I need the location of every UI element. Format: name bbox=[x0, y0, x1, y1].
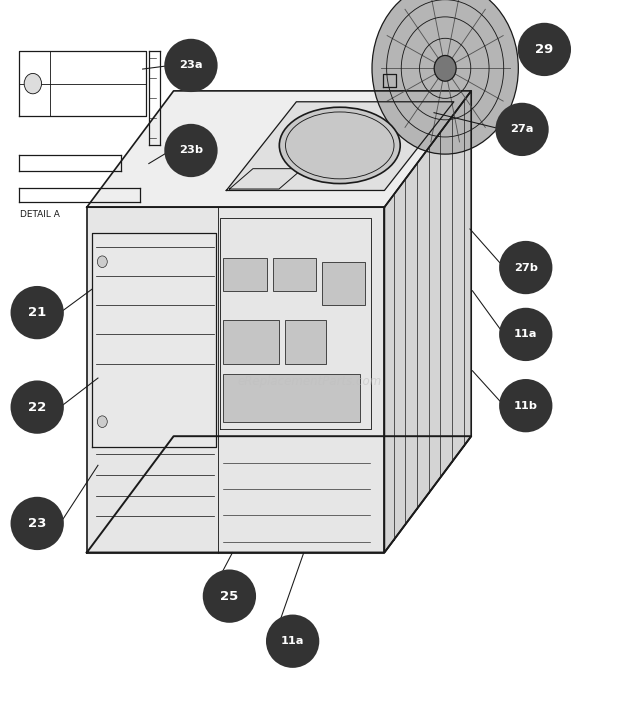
Ellipse shape bbox=[495, 103, 549, 156]
Text: 29: 29 bbox=[535, 43, 554, 56]
Text: 27a: 27a bbox=[510, 124, 534, 134]
Text: 11a: 11a bbox=[281, 636, 304, 646]
Circle shape bbox=[97, 416, 107, 427]
Ellipse shape bbox=[11, 380, 64, 434]
Text: 11a: 11a bbox=[514, 329, 538, 340]
Circle shape bbox=[434, 55, 456, 81]
Polygon shape bbox=[87, 91, 471, 207]
Bar bbox=[223, 374, 360, 422]
Bar bbox=[285, 320, 326, 364]
Ellipse shape bbox=[266, 614, 319, 668]
Ellipse shape bbox=[203, 569, 256, 623]
Text: 23: 23 bbox=[28, 517, 46, 530]
Circle shape bbox=[24, 73, 42, 94]
Polygon shape bbox=[384, 91, 471, 553]
Polygon shape bbox=[92, 233, 216, 447]
Ellipse shape bbox=[280, 107, 401, 183]
Ellipse shape bbox=[164, 124, 218, 177]
Ellipse shape bbox=[499, 241, 552, 294]
Polygon shape bbox=[226, 102, 454, 190]
Text: 25: 25 bbox=[220, 590, 239, 603]
Ellipse shape bbox=[164, 39, 218, 92]
Ellipse shape bbox=[11, 497, 64, 550]
Circle shape bbox=[372, 0, 518, 154]
Text: DETAIL A: DETAIL A bbox=[20, 210, 60, 219]
Text: 22: 22 bbox=[28, 401, 46, 414]
Ellipse shape bbox=[518, 23, 571, 76]
Polygon shape bbox=[87, 207, 384, 553]
Text: 11b: 11b bbox=[514, 401, 538, 411]
Text: 23a: 23a bbox=[179, 60, 203, 71]
Bar bbox=[273, 258, 316, 291]
Text: 23b: 23b bbox=[179, 145, 203, 156]
Bar bbox=[223, 258, 267, 291]
Circle shape bbox=[97, 256, 107, 268]
Ellipse shape bbox=[499, 308, 552, 361]
Text: eReplacementParts.com: eReplacementParts.com bbox=[238, 375, 382, 388]
Ellipse shape bbox=[11, 286, 64, 340]
Text: 27b: 27b bbox=[514, 262, 538, 273]
Ellipse shape bbox=[499, 379, 552, 433]
Bar bbox=[223, 320, 279, 364]
Bar bbox=[322, 262, 365, 305]
Text: 21: 21 bbox=[28, 306, 46, 319]
